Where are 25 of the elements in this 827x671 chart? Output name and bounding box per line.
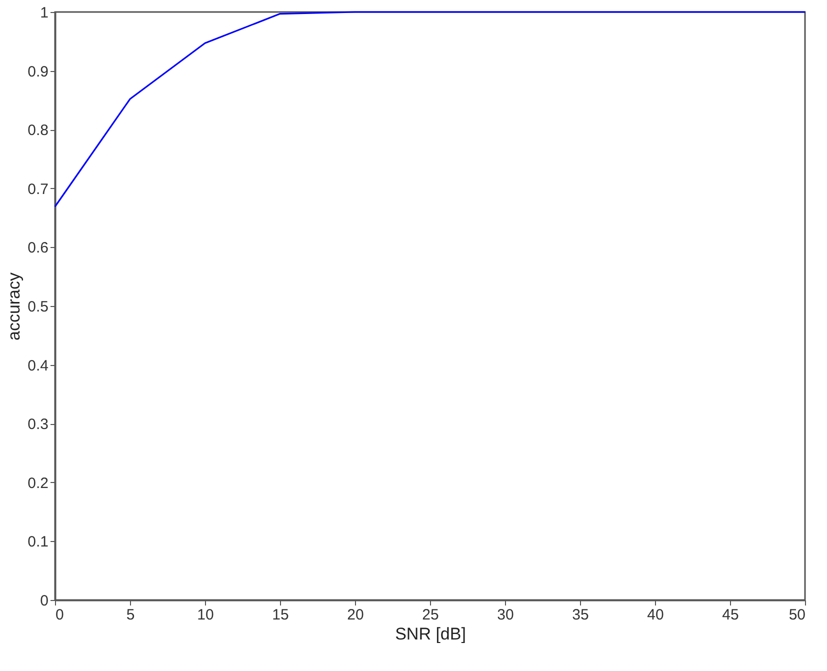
x-tick-label: 40 (647, 606, 664, 624)
y-tick-label: 0.2 (28, 474, 48, 492)
x-tick-label: 5 (126, 606, 135, 624)
y-tick-label: 0 (40, 592, 48, 610)
x-axis-title: SNR [dB] (395, 624, 466, 644)
y-tick-label: 0.7 (28, 180, 48, 198)
x-tick-label: 10 (197, 606, 214, 624)
x-tick-label: 15 (272, 606, 289, 624)
x-tick-label: 20 (347, 606, 364, 624)
x-tick-label: 35 (572, 606, 589, 624)
y-tick-label: 0.6 (28, 240, 48, 257)
line-series (54, 11, 806, 208)
y-tick-label: 1 (40, 4, 48, 22)
y-tick-label: 0.8 (28, 122, 48, 140)
x-tick-label: 25 (422, 606, 439, 624)
y-tick-label: 0.9 (28, 63, 48, 80)
x-tick-label: 30 (497, 606, 514, 624)
x-tick-label: 0 (56, 606, 64, 624)
y-tick-label: 0.5 (28, 298, 48, 316)
x-tick-label: 45 (722, 606, 739, 624)
y-tick-label: 0.4 (28, 357, 48, 374)
x-tick-label: 50 (788, 606, 806, 624)
y-tick-label: 0.3 (28, 416, 48, 434)
y-axis-title: accuracy (4, 272, 24, 341)
y-tick-label: 0.1 (28, 534, 48, 551)
